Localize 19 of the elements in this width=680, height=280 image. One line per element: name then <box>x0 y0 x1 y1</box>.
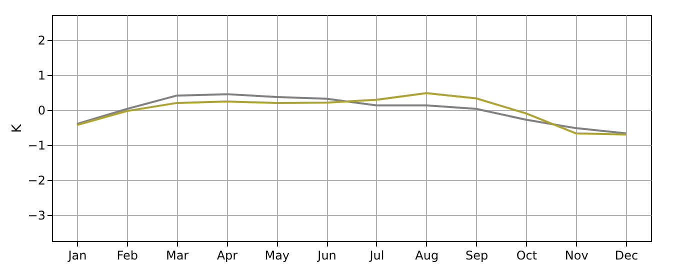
y-axis-title: K <box>10 124 25 133</box>
y-tick-label: 1 <box>38 68 46 82</box>
x-tick-label: Jun <box>316 248 336 262</box>
x-tick-label: Jul <box>368 248 384 262</box>
x-tick-label: Jan <box>67 248 87 262</box>
x-tick-label: Sep <box>465 248 488 262</box>
x-tick-label: Nov <box>564 248 588 262</box>
x-tick-label: Dec <box>614 248 638 262</box>
y-tick-label: −3 <box>28 208 46 223</box>
x-tick-label: Apr <box>216 248 238 262</box>
x-tick-label: Oct <box>516 248 538 262</box>
x-tick-label: May <box>264 248 290 262</box>
x-tick-label: Mar <box>166 248 189 262</box>
y-tick-label: 2 <box>38 33 46 48</box>
y-tick-label: −1 <box>28 138 46 152</box>
x-tick-label: Aug <box>415 248 439 262</box>
y-tick-label: −2 <box>28 174 46 188</box>
x-tick-label: Feb <box>116 248 138 262</box>
y-tick-label: 0 <box>38 103 46 118</box>
